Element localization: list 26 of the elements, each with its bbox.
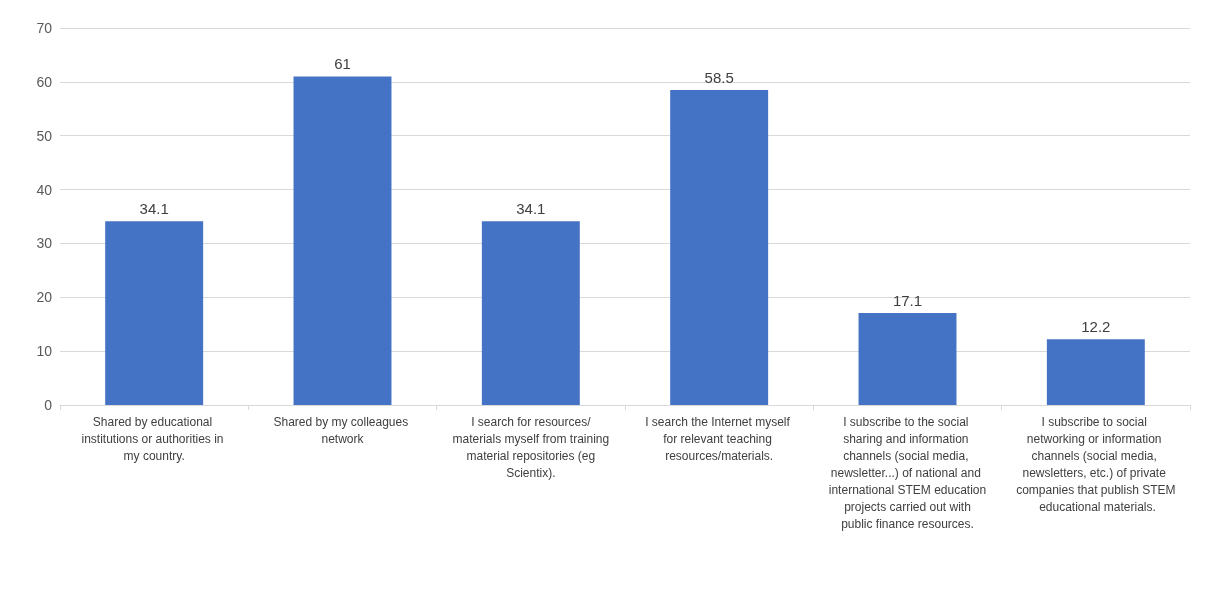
y-tick-label: 30: [36, 235, 53, 252]
x-tick-label: I search for resources/materials myself from training material repositories (eg Scientix).: [452, 414, 610, 480]
x-tick-label: Shared by my colleagues network: [273, 414, 412, 446]
data-label: 12.2: [1081, 318, 1111, 336]
bar: [858, 312, 957, 405]
bar: [293, 76, 392, 405]
bar: [105, 221, 204, 405]
bar: [670, 89, 769, 405]
data-label: 17.1: [892, 291, 923, 309]
bar: [481, 221, 580, 405]
y-tick-label: 10: [36, 343, 53, 360]
data-label: 61: [334, 55, 351, 73]
x-tick-label: I subscribe to the social sharing and information channels (social media, newsletter...) of national and international STEM education projects carried out with public finance resources.: [828, 414, 987, 531]
data-label: 34.1: [516, 200, 546, 218]
data-label: 58.5: [704, 68, 734, 86]
y-tick-label: 60: [36, 73, 53, 90]
y-tick-label: 0: [44, 397, 53, 413]
x-tick-label: I subscribe to social networking or information channels (social media, newsletters, etc.) of private companies that publish STEM educational materials.: [1016, 414, 1176, 514]
y-tick-label: 40: [36, 181, 53, 198]
x-tick-label: Shared by educational institutions or authorities in my country.: [81, 414, 227, 463]
x-tick-label: I search the Internet myself for relevant teaching resources/materials.: [645, 414, 794, 463]
bar: [1046, 339, 1145, 405]
y-tick-label: 20: [36, 289, 53, 306]
y-tick-label: 50: [36, 127, 53, 144]
y-tick-label: 70: [36, 20, 53, 36]
data-label: 34.1: [139, 200, 169, 218]
